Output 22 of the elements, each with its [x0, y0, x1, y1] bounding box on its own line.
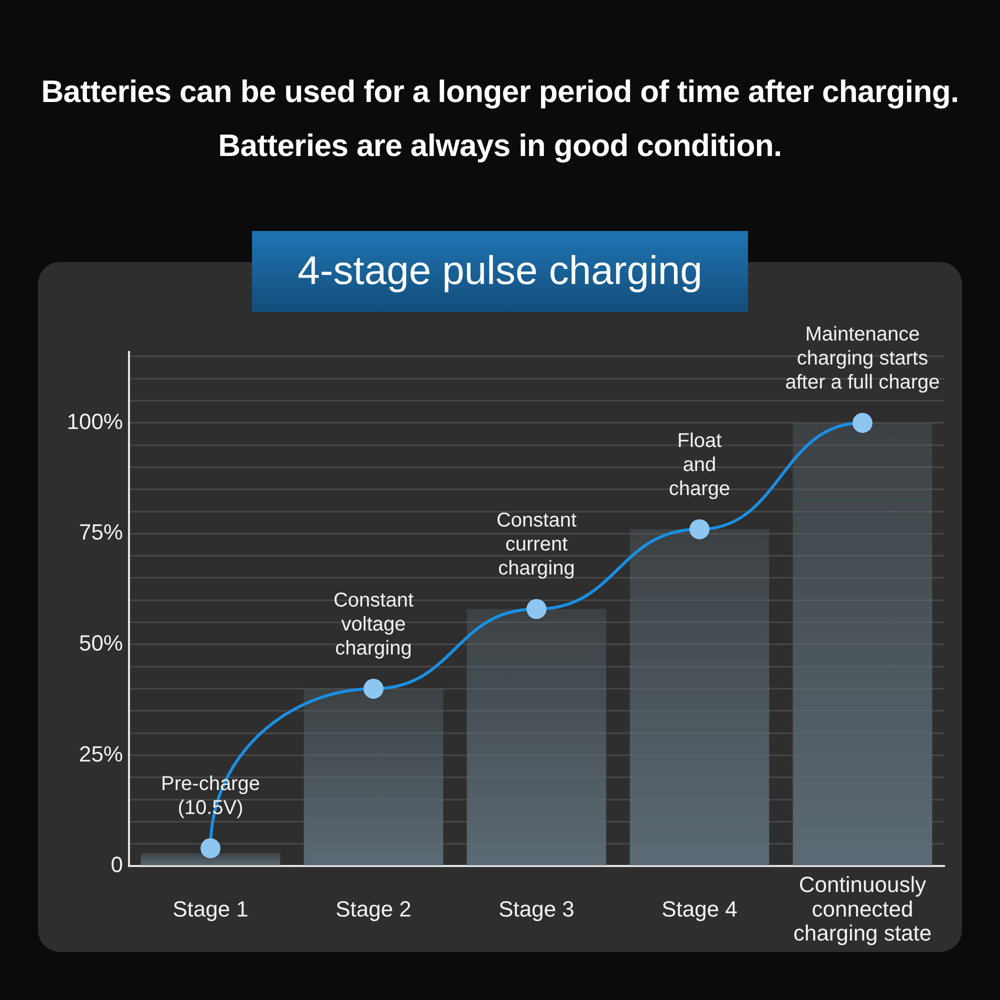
- x-tick-label: Stage 3: [498, 896, 574, 922]
- x-tick-label: Stage 4: [662, 896, 738, 922]
- y-tick-label: 75%: [78, 520, 123, 545]
- annotation: Constant current charging: [496, 510, 577, 580]
- annotation: Float and charge: [668, 430, 730, 500]
- bar: [304, 688, 444, 866]
- bar: [792, 422, 932, 866]
- y-tick-label: 25%: [78, 741, 123, 766]
- annotation: Maintenance charging starts after a full charge: [785, 323, 940, 394]
- annotation: Constant voltage charging: [333, 589, 414, 660]
- text: Batteries can be used for a longer period of time after charging.: [40, 73, 960, 111]
- bar: [466, 609, 606, 866]
- y-tick-label: 100%: [66, 408, 123, 434]
- x-tick-label: Stage 1: [172, 896, 248, 922]
- y-tick-label: 50%: [78, 630, 123, 656]
- bar: [140, 852, 280, 866]
- x-tick-label: Continuously connected charging state: [793, 872, 932, 946]
- text: Batteries are always in good condition.: [217, 127, 783, 165]
- y-tick-label: 0: [110, 852, 123, 878]
- chart-title: 4-stage pulse charging: [252, 231, 748, 312]
- bar: [630, 529, 770, 866]
- x-tick-label: Stage 2: [336, 896, 412, 922]
